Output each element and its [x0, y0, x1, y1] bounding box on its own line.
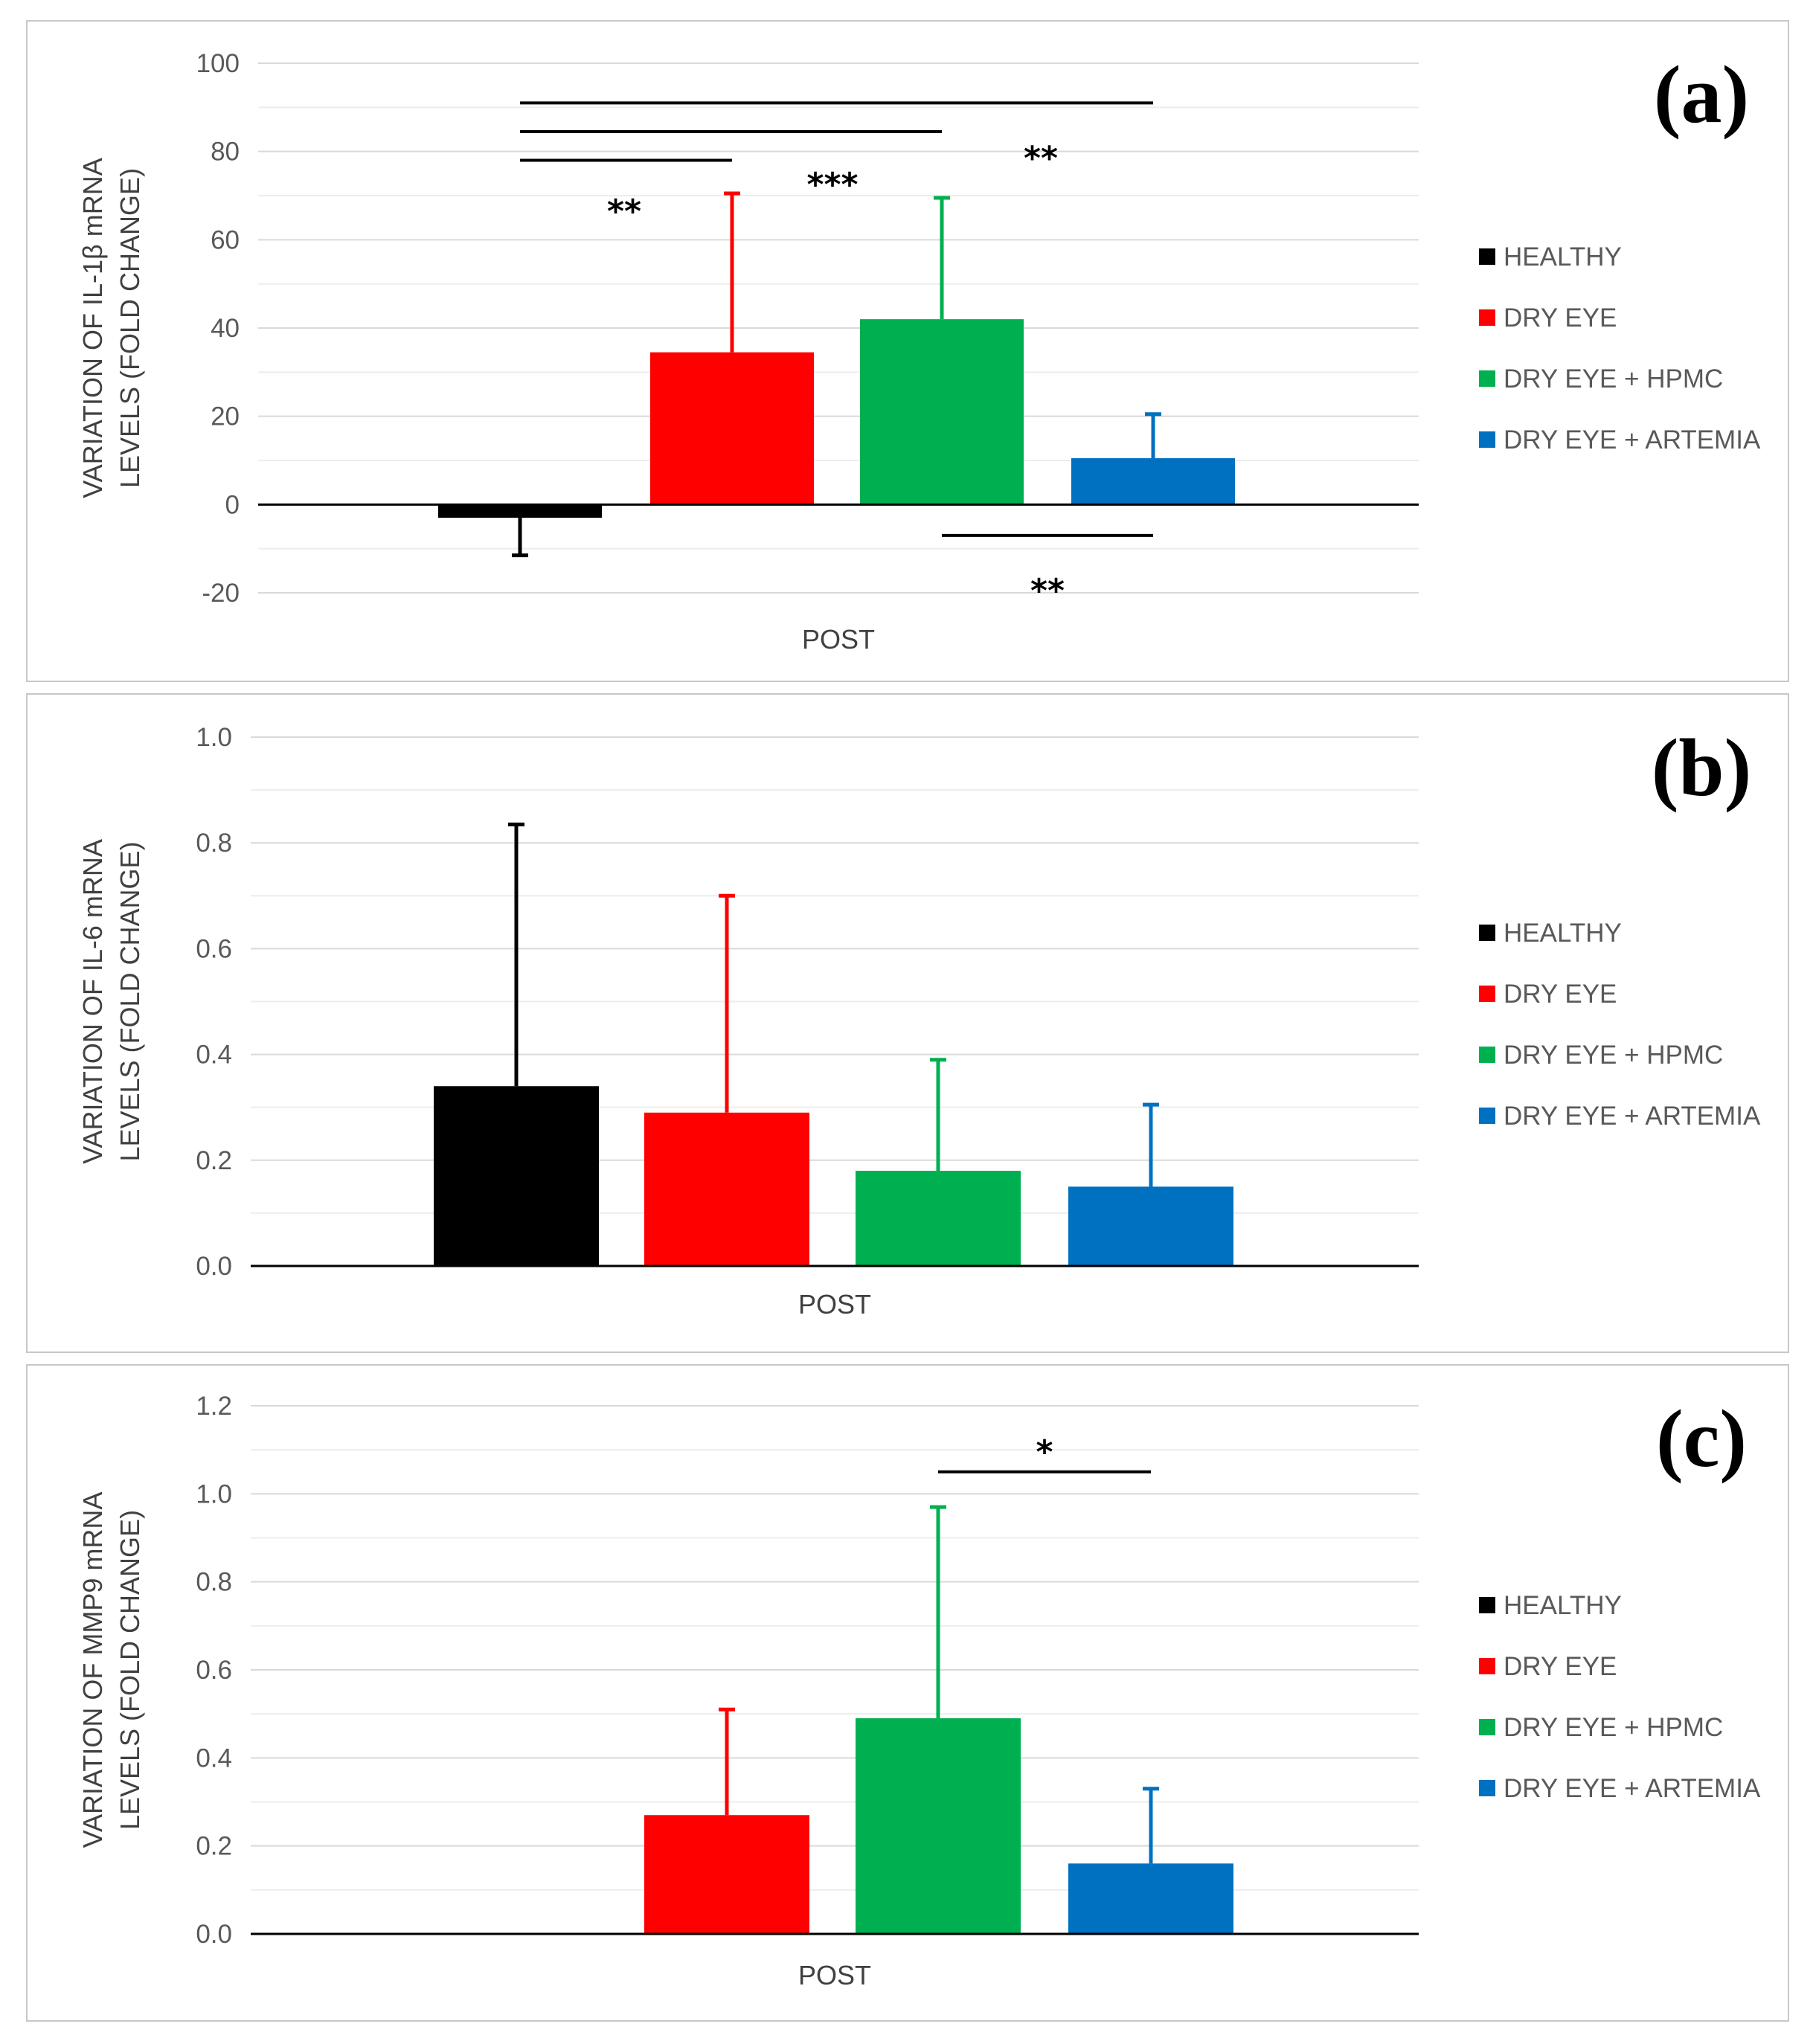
- y-tick-label: 100: [196, 49, 240, 78]
- y-axis-label-line1: VARIATION OF MMP9 mRNA: [77, 1492, 108, 1848]
- x-axis-label: POST: [798, 1960, 871, 1990]
- y-tick-label: 1.2: [196, 1392, 232, 1421]
- legend-label-3: DRY EYE + ARTEMIA: [1504, 1102, 1761, 1131]
- y-tick-label: 0.6: [196, 934, 232, 963]
- panel-label: (c): [1656, 1393, 1747, 1484]
- significance-label: **: [1024, 140, 1058, 178]
- legend-swatch-3: [1479, 1108, 1495, 1124]
- y-tick-label: 0.4: [196, 1041, 232, 1070]
- legend-swatch-1: [1479, 986, 1495, 1002]
- bar-0: [434, 1086, 599, 1266]
- x-axis-label: POST: [798, 1289, 871, 1320]
- legend-label-1: DRY EYE: [1504, 1652, 1617, 1681]
- y-tick-label: 0.0: [196, 1252, 232, 1281]
- bar-3: [1068, 1186, 1233, 1266]
- legend-label-0: HEALTHY: [1504, 1591, 1622, 1620]
- legend-label-1: DRY EYE: [1504, 303, 1617, 332]
- y-axis-label-line1: VARIATION OF IL-6 mRNA: [77, 839, 108, 1164]
- legend-label-3: DRY EYE + ARTEMIA: [1504, 1774, 1761, 1803]
- y-tick-label: 0.2: [196, 1832, 232, 1861]
- chart-panel-c: 0.0 0.2 0.4 0.6 0.8 1.0 1.2 * POST VARIATION OF M…: [26, 1364, 1789, 2022]
- legend-label-2: DRY EYE + HPMC: [1504, 1041, 1723, 1070]
- legend-swatch-0: [1479, 925, 1495, 941]
- panel-label: (a): [1654, 49, 1749, 140]
- y-tick-label: 0.8: [196, 1568, 232, 1597]
- y-tick-label: 60: [211, 225, 240, 254]
- y-tick-label: 0.6: [196, 1656, 232, 1685]
- x-axis-label: POST: [802, 624, 875, 655]
- legend-swatch-1: [1479, 1658, 1495, 1674]
- bar-1: [650, 352, 814, 505]
- bar-1: [644, 1815, 809, 1934]
- y-axis-label-line2: LEVELS (FOLD CHANGE): [115, 168, 145, 488]
- bar-2: [860, 319, 1024, 505]
- y-axis-label-line2: LEVELS (FOLD CHANGE): [115, 1510, 145, 1830]
- chart-panel-a: -20 0 20 40 60 80 100 ** *** ** ** POST VARIATION OF…: [26, 20, 1789, 682]
- legend-swatch-2: [1479, 1047, 1495, 1063]
- chart-svg-b: 0.0 0.2 0.4 0.6 0.8 1.0 POST VARIATION OF IL-6 …: [77, 722, 1761, 1320]
- significance-label: *: [1036, 1433, 1053, 1471]
- bar-3: [1068, 1863, 1233, 1934]
- legend-label-0: HEALTHY: [1504, 242, 1622, 271]
- significance-label: **: [1030, 572, 1065, 610]
- bar-0: [438, 504, 602, 518]
- y-tick-label: 40: [211, 314, 240, 343]
- y-axis-label-line2: LEVELS (FOLD CHANGE): [115, 841, 145, 1161]
- chart-svg-c: 0.0 0.2 0.4 0.6 0.8 1.0 1.2 * POST VARIATION OF M…: [77, 1392, 1761, 1990]
- bar-1: [644, 1112, 809, 1266]
- legend-swatch-0: [1479, 248, 1495, 265]
- bar-2: [856, 1718, 1021, 1934]
- y-tick-label: 0.4: [196, 1743, 232, 1773]
- legend-swatch-0: [1479, 1597, 1495, 1613]
- y-tick-label: -20: [202, 579, 240, 608]
- legend-label-1: DRY EYE: [1504, 980, 1617, 1009]
- significance-label: **: [607, 193, 641, 231]
- legend-swatch-2: [1479, 1719, 1495, 1735]
- legend-label-2: DRY EYE + HPMC: [1504, 1713, 1723, 1742]
- y-tick-label: 1.0: [196, 723, 232, 752]
- y-tick-label: 0: [225, 490, 240, 519]
- significance-label: ***: [806, 166, 858, 204]
- y-axis-label-line1: VARIATION OF IL-1β mRNA: [77, 158, 108, 498]
- bar-2: [856, 1171, 1021, 1266]
- legend-swatch-3: [1479, 1780, 1495, 1796]
- legend-label-3: DRY EYE + ARTEMIA: [1504, 425, 1761, 454]
- y-tick-label: 0.0: [196, 1920, 232, 1949]
- bar-3: [1071, 458, 1235, 505]
- legend-swatch-2: [1479, 370, 1495, 387]
- y-tick-label: 20: [211, 402, 240, 431]
- legend-swatch-3: [1479, 431, 1495, 448]
- y-tick-label: 80: [211, 138, 240, 167]
- legend-label-0: HEALTHY: [1504, 919, 1622, 948]
- panel-label: (b): [1652, 722, 1751, 813]
- legend-label-2: DRY EYE + HPMC: [1504, 364, 1723, 393]
- y-tick-label: 1.0: [196, 1479, 232, 1508]
- legend-swatch-1: [1479, 309, 1495, 326]
- y-tick-label: 0.8: [196, 829, 232, 858]
- chart-panel-b: 0.0 0.2 0.4 0.6 0.8 1.0 POST VARIATION OF IL-6 …: [26, 693, 1789, 1353]
- y-tick-label: 0.2: [196, 1146, 232, 1175]
